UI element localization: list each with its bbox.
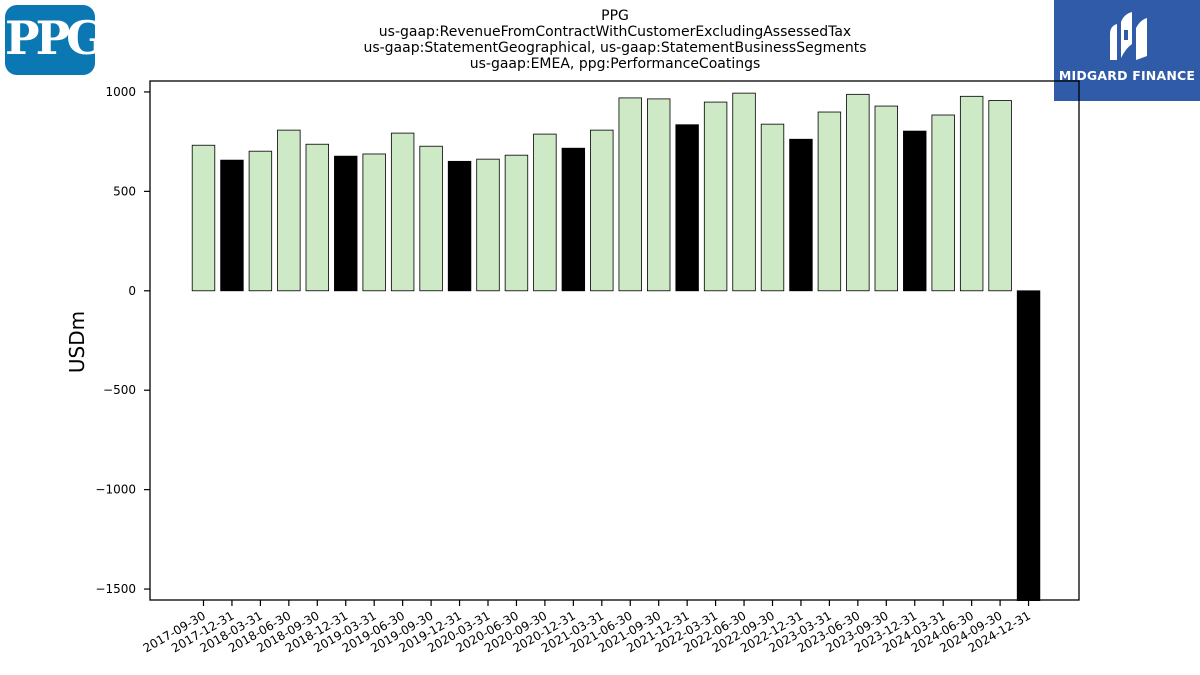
bar xyxy=(903,130,927,292)
bar xyxy=(590,129,614,292)
bar xyxy=(931,114,955,292)
y-tick-label: 1000 xyxy=(105,85,136,99)
bar xyxy=(334,155,358,292)
midgard-logo-text: MIDGARD FINANCE xyxy=(1058,68,1196,83)
axes xyxy=(149,80,1080,601)
bar xyxy=(647,98,671,292)
bar xyxy=(561,147,586,292)
bar xyxy=(248,150,273,292)
y-tick-label: −1500 xyxy=(95,582,136,596)
bar xyxy=(504,154,529,292)
bar xyxy=(220,159,244,292)
x-axis-ticks: 2017-09-302017-12-312018-03-312018-06-30… xyxy=(141,600,1033,655)
bar xyxy=(760,123,785,292)
bar xyxy=(533,133,557,292)
y-tick-label: 500 xyxy=(113,184,136,198)
midgard-finance-logo: MIDGARD FINANCE xyxy=(1054,0,1200,101)
bar xyxy=(817,111,842,292)
bar xyxy=(362,153,386,292)
y-tick-label: −1000 xyxy=(95,483,136,497)
bar xyxy=(988,100,1012,292)
plot-frame xyxy=(149,80,1080,601)
bar xyxy=(846,93,870,292)
bar xyxy=(419,145,443,292)
chart-title-line: us-gaap:RevenueFromContractWithCustomerE… xyxy=(379,24,851,40)
bars xyxy=(191,92,1041,602)
midgard-mark-icon xyxy=(1110,12,1147,60)
bar xyxy=(703,101,728,292)
bar xyxy=(618,97,642,292)
chart-title: PPGus-gaap:RevenueFromContractWithCustom… xyxy=(363,8,866,72)
ppg-logo: PPG xyxy=(5,5,95,75)
bar xyxy=(277,129,301,292)
bar xyxy=(305,143,330,292)
y-axis-ticks: −1500 −1000 −500 0 500 1000 xyxy=(95,85,150,596)
bar xyxy=(959,95,984,292)
bar xyxy=(789,138,813,292)
chart-title-line: us-gaap:StatementGeographical, us-gaap:S… xyxy=(363,40,866,56)
y-axis-label: USDm xyxy=(65,311,89,373)
bar xyxy=(191,144,216,292)
ppg-logo-text: PPG xyxy=(5,11,95,65)
chart-title-line: us-gaap:EMEA, ppg:PerformanceCoatings xyxy=(470,56,761,72)
bar xyxy=(390,132,415,292)
y-tick-label: −500 xyxy=(103,383,136,397)
bar xyxy=(732,92,756,292)
y-tick-label: 0 xyxy=(128,284,136,298)
chart-title-line: PPG xyxy=(601,8,629,24)
bar xyxy=(1016,290,1041,602)
bar xyxy=(874,105,899,292)
bar xyxy=(476,158,500,292)
bar xyxy=(675,124,699,292)
bar xyxy=(447,160,472,292)
